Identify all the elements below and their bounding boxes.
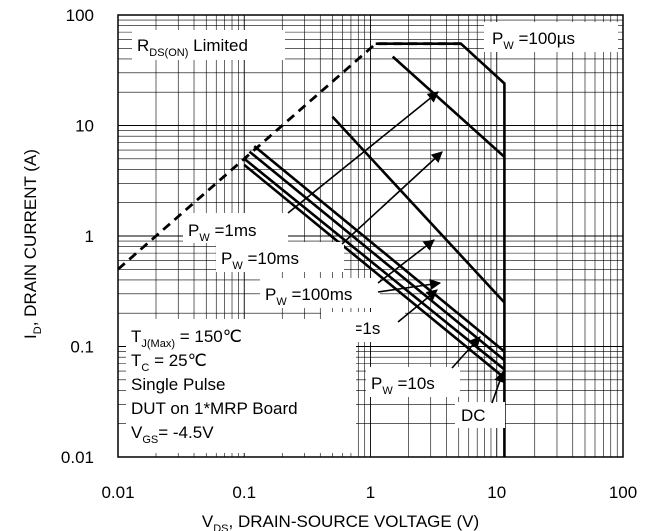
series-line-p-w-1ms: [391, 55, 506, 158]
label-10s-rest: =10s: [393, 374, 435, 393]
label-bg-dc: [455, 402, 505, 428]
label-10s-main: P: [371, 374, 382, 393]
arrow-100ms: [377, 239, 435, 284]
x-axis-label-rest: , DRAIN-SOURCE VOLTAGE (V): [229, 512, 480, 531]
series-line-p-w-1s: [248, 150, 506, 362]
condition-line-4: VGS= -4.5V: [131, 423, 214, 446]
plot-frame: [117, 14, 624, 458]
label-10s: PW =10s: [371, 374, 435, 397]
x-axis-label: VDS, DRAIN-SOURCE VOLTAGE (V): [202, 512, 479, 531]
arrow-dc: [491, 370, 505, 404]
series-line-p-w-10s: [243, 157, 506, 371]
label-100ms-main: P: [265, 285, 276, 304]
x-tick-label: 0.1: [232, 483, 256, 502]
label-10ms: PW =10ms: [221, 249, 299, 272]
y-tick-label: 0.1: [70, 338, 94, 357]
axis-labels: VDS, DRAIN-SOURCE VOLTAGE (V)ID, DRAIN C…: [21, 149, 479, 531]
arrow-10ms: [341, 151, 443, 245]
x-tick-label: 1: [366, 483, 375, 502]
condition-line-0: TJ(Max) = 150℃: [131, 327, 242, 350]
label-1ms-sub: W: [199, 232, 210, 244]
condition-line-0-rest: = 150℃: [175, 327, 242, 346]
condition-line-2: Single Pulse: [131, 375, 226, 394]
rds-on-limit-line: [117, 42, 461, 271]
series-line-p-w-100ms: [253, 145, 506, 353]
y-tick-label: 10: [75, 117, 94, 136]
conditions-bg: [126, 319, 356, 453]
arrow-10s: [451, 336, 481, 369]
y-tick-label: 0.01: [61, 448, 94, 467]
x-tick-label: 10: [487, 483, 506, 502]
x-axis-label-sub: DS: [213, 523, 228, 531]
x-axis-label-main: V: [202, 512, 214, 531]
arrow-1s: [397, 289, 438, 323]
label-10ms-main: P: [221, 249, 232, 268]
condition-line-1-rest: = 25℃: [149, 351, 206, 370]
label-10s-sub: W: [382, 385, 393, 397]
label-bg-100ms: [260, 278, 380, 308]
label-10ms-sub: W: [232, 260, 243, 272]
condition-line-0-main: T: [131, 327, 141, 346]
label-100us: PW =100µs: [492, 29, 575, 52]
series-line-p-w-10ms: [331, 115, 506, 304]
condition-line-2-main: Single Pulse: [131, 375, 226, 394]
label-dc-main: DC: [461, 406, 486, 425]
rds-label: RDS(ON) Limited: [137, 36, 248, 59]
condition-line-4-main: V: [131, 423, 143, 442]
arrow-1ms: [287, 91, 439, 214]
y-axis-label-main: I: [21, 334, 40, 339]
y-axis-label-rest: , DRAIN CURRENT (A): [21, 149, 40, 326]
condition-line-1-main: T: [131, 351, 141, 370]
series-line-dc: [243, 163, 506, 379]
label-1ms-main: P: [188, 221, 199, 240]
condition-line-1-sub: C: [141, 362, 149, 374]
condition-line-0-sub: J(Max): [141, 338, 175, 350]
x-tick-label: 0.01: [101, 483, 134, 502]
rds-label-rest: Limited: [188, 36, 248, 55]
condition-line-4-sub: GS: [142, 434, 158, 446]
label-bg-10s: [366, 367, 460, 397]
condition-line-3: DUT on 1*MRP Board: [131, 399, 298, 418]
label-100us-sub: W: [503, 40, 514, 52]
label-100ms: PW =100ms: [265, 285, 352, 308]
label-100ms-sub: W: [276, 296, 287, 308]
label-100us-main: P: [492, 29, 503, 48]
label-1ms: PW =1ms: [188, 221, 257, 244]
label-100us-rest: =100µs: [514, 29, 575, 48]
rds-label-sub: DS(ON): [149, 47, 188, 59]
label-1ms-rest: =1ms: [210, 221, 257, 240]
y-tick-label: 1: [85, 227, 94, 246]
x-tick-label: 100: [609, 483, 637, 502]
condition-line-4-rest: = -4.5V: [158, 423, 214, 442]
y-tick-label: 100: [66, 6, 94, 25]
plot-curves: [117, 42, 506, 457]
condition-line-3-main: DUT on 1*MRP Board: [131, 399, 298, 418]
arrow-100ms-b: [377, 278, 442, 293]
y-axis-label: ID, DRAIN CURRENT (A): [21, 149, 44, 339]
label-bg-1ms: [183, 213, 288, 243]
label-10ms-rest: =10ms: [243, 249, 299, 268]
rds-label-bg: [132, 30, 285, 60]
condition-line-1: TC = 25℃: [131, 351, 207, 374]
axis-ticks: 0.01 0.1 1 10 100 0.01 0.1 1 10 100: [61, 6, 637, 502]
label-bg-10ms: [216, 242, 344, 272]
label-100ms-rest: =100ms: [287, 285, 353, 304]
y-axis-label-sub: D: [32, 326, 44, 334]
rds-label-main: R: [137, 36, 149, 55]
series-line-p-w-100-s: [375, 42, 506, 457]
label-bg-100us: [484, 22, 618, 52]
label-dc: DC: [461, 406, 486, 425]
